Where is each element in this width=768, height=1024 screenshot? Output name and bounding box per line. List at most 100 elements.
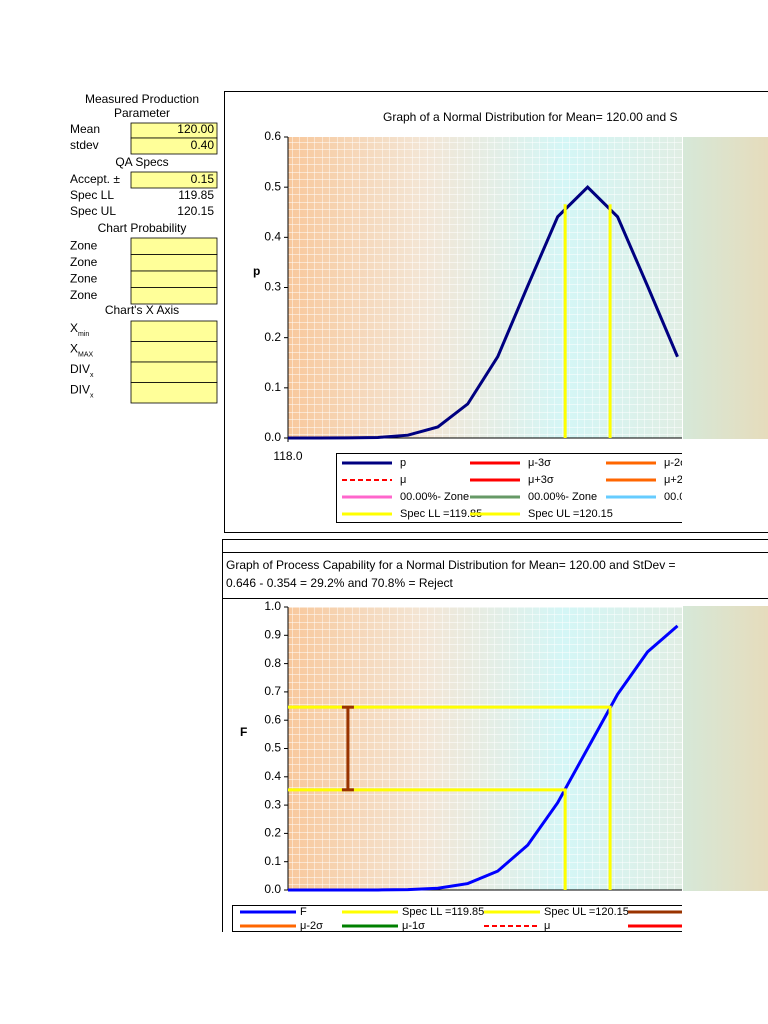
row-label: Spec UL <box>70 204 116 218</box>
cell-value: 0.15 <box>191 172 215 186</box>
cell-value: 120.00 <box>177 122 214 136</box>
legend-label: F <box>300 906 307 918</box>
section-title: Chart's X Axis <box>105 303 179 317</box>
section-title: Chart Probability <box>98 221 187 235</box>
legend-label: μ-2σ <box>664 457 687 469</box>
series-line <box>288 788 567 890</box>
minor-grid <box>288 607 682 890</box>
row-label: Zone <box>70 255 98 269</box>
input-cell[interactable] <box>130 270 218 288</box>
y-tick-label: 0.0 <box>264 430 281 444</box>
x-tick-label: 118.0 <box>273 449 302 463</box>
charts: Graph of a Normal Distribution for Mean=… <box>226 110 733 932</box>
row-label: stdev <box>70 138 99 152</box>
y-tick-label: 0.8 <box>264 656 281 670</box>
y-tick-label: 0.4 <box>264 769 281 783</box>
label-main: X <box>70 321 78 335</box>
side-panel <box>683 137 768 439</box>
input-cell[interactable] <box>130 237 218 255</box>
row-label: Zone <box>70 239 98 253</box>
y-tick-label: 0.5 <box>264 179 281 193</box>
series-line <box>288 185 679 440</box>
cell-value: 120.15 <box>177 204 214 218</box>
input-cell[interactable] <box>130 382 218 404</box>
row-label: Spec LL <box>70 188 114 202</box>
y-tick-label: 0.6 <box>264 712 281 726</box>
legend-label: 00.00%- Zone <box>528 491 597 503</box>
section-title: Parameter <box>114 106 170 120</box>
legend-label: μ <box>400 474 406 486</box>
input-cell[interactable] <box>130 341 218 363</box>
legend-label: μ-3σ <box>528 457 551 469</box>
legend-box <box>336 453 682 523</box>
legend-box <box>232 905 682 932</box>
y-tick-label: 0.1 <box>264 854 281 868</box>
y-tick-label: 0.0 <box>264 882 281 896</box>
section-title: QA Specs <box>115 155 168 169</box>
legend-label: μ-1σ <box>402 920 425 932</box>
row-label: Zone <box>70 288 98 302</box>
legend-label: Spec UL =120.15 <box>528 508 613 520</box>
legend-label: p <box>400 457 406 469</box>
y-tick-label: 0.2 <box>264 330 281 344</box>
row-label: Mean <box>70 122 100 136</box>
legend-label: μ+3σ <box>528 474 554 486</box>
y-tick-label: 0.1 <box>264 380 281 394</box>
series-line <box>288 624 679 892</box>
y-tick-label: 0.2 <box>264 826 281 840</box>
cell-value: 119.85 <box>178 188 214 202</box>
y-tick-label: 0.4 <box>264 230 281 244</box>
y-tick-label: 0.9 <box>264 627 281 641</box>
y-tick-label: 0.3 <box>264 797 281 811</box>
label-sub: x <box>90 392 94 399</box>
zone-rows: Zone Zone Zone Zone <box>70 237 218 305</box>
row-label: DIVx <box>70 362 94 379</box>
minor-grid <box>288 137 682 438</box>
page-bottom <box>0 932 768 1024</box>
input-cell[interactable] <box>130 361 218 383</box>
y-axis-label: F <box>240 725 247 739</box>
series-line <box>288 705 612 890</box>
label-sub: min <box>78 331 89 338</box>
label-main: DIV <box>70 383 90 397</box>
legend-label: Spec UL =120.15 <box>544 906 629 918</box>
side-panel <box>683 606 768 891</box>
row-label: XMAX <box>70 342 94 359</box>
legend-label: 00.00%- Zone <box>664 491 733 503</box>
label-main: DIV <box>70 362 90 376</box>
row-label: DIVx <box>70 383 94 400</box>
legend-label: μ-2σ <box>300 920 323 932</box>
input-cell[interactable] <box>130 320 218 342</box>
y-tick-label: 0.6 <box>264 129 281 143</box>
legend-label: Spec LL =119.85 <box>402 906 484 918</box>
y-tick-label: 0.3 <box>264 280 281 294</box>
chart-title: Graph of Process Capability for a Normal… <box>226 558 676 572</box>
y-tick-label: 0.5 <box>264 741 281 755</box>
label-main: X <box>70 342 78 356</box>
row-label: Xmin <box>70 321 89 338</box>
sheet-panel: Measured Production Parameter Mean 120.0… <box>70 92 218 404</box>
input-cell[interactable] <box>130 171 218 189</box>
chart-title: Graph of a Normal Distribution for Mean=… <box>383 110 678 124</box>
input-cell[interactable] <box>130 287 218 305</box>
legend: F Spec LL =119.85 Spec UL =120.15 μ-2σ μ-1σ μ <box>232 905 682 932</box>
cell-value: 0.40 <box>191 138 215 152</box>
y-axis-label: p <box>253 264 260 278</box>
row-label: Accept. ± <box>70 172 120 186</box>
label-sub: MAX <box>78 351 94 358</box>
chart: Graph of Process Capability for a Normal… <box>226 558 682 932</box>
y-tick-label: 0.7 <box>264 684 281 698</box>
input-cell[interactable] <box>130 137 218 155</box>
input-cell[interactable] <box>130 254 218 272</box>
legend-label: 00.00%- Zone <box>400 491 469 503</box>
title-box <box>222 552 768 599</box>
legend: p μ-3σ μ-2σ μ μ+3σ μ+2σ 00.00%- Zone 00.00%- Zo… <box>336 453 733 523</box>
row-label: Zone <box>70 272 98 286</box>
chart: Graph of a Normal Distribution for Mean=… <box>253 110 733 523</box>
legend-label: μ <box>544 920 550 932</box>
chart-title: 0.646 - 0.354 = 29.2% and 70.8% = Reject <box>226 576 453 590</box>
legend-label: μ+2σ <box>664 474 690 486</box>
y-tick-label: 1.0 <box>264 599 281 613</box>
